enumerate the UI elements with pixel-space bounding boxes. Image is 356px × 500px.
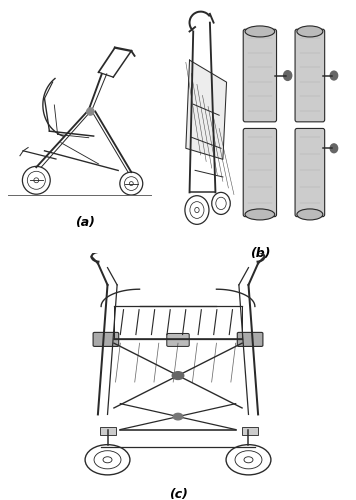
Text: (c): (c) (168, 488, 188, 500)
FancyBboxPatch shape (100, 428, 115, 435)
Circle shape (87, 108, 94, 115)
Ellipse shape (245, 26, 275, 37)
FancyBboxPatch shape (295, 128, 325, 216)
Ellipse shape (297, 26, 323, 37)
Text: (b): (b) (250, 248, 270, 260)
FancyBboxPatch shape (237, 332, 263, 346)
FancyBboxPatch shape (93, 332, 119, 346)
FancyBboxPatch shape (243, 29, 277, 122)
Circle shape (284, 70, 292, 81)
Circle shape (330, 71, 337, 80)
FancyBboxPatch shape (167, 334, 189, 346)
FancyBboxPatch shape (295, 29, 325, 122)
Circle shape (330, 144, 337, 152)
FancyBboxPatch shape (243, 128, 277, 216)
Text: (a): (a) (75, 216, 95, 230)
Ellipse shape (245, 209, 275, 220)
Circle shape (172, 372, 184, 380)
FancyBboxPatch shape (242, 428, 258, 435)
Ellipse shape (297, 209, 323, 220)
Polygon shape (186, 60, 226, 160)
Circle shape (173, 414, 183, 420)
